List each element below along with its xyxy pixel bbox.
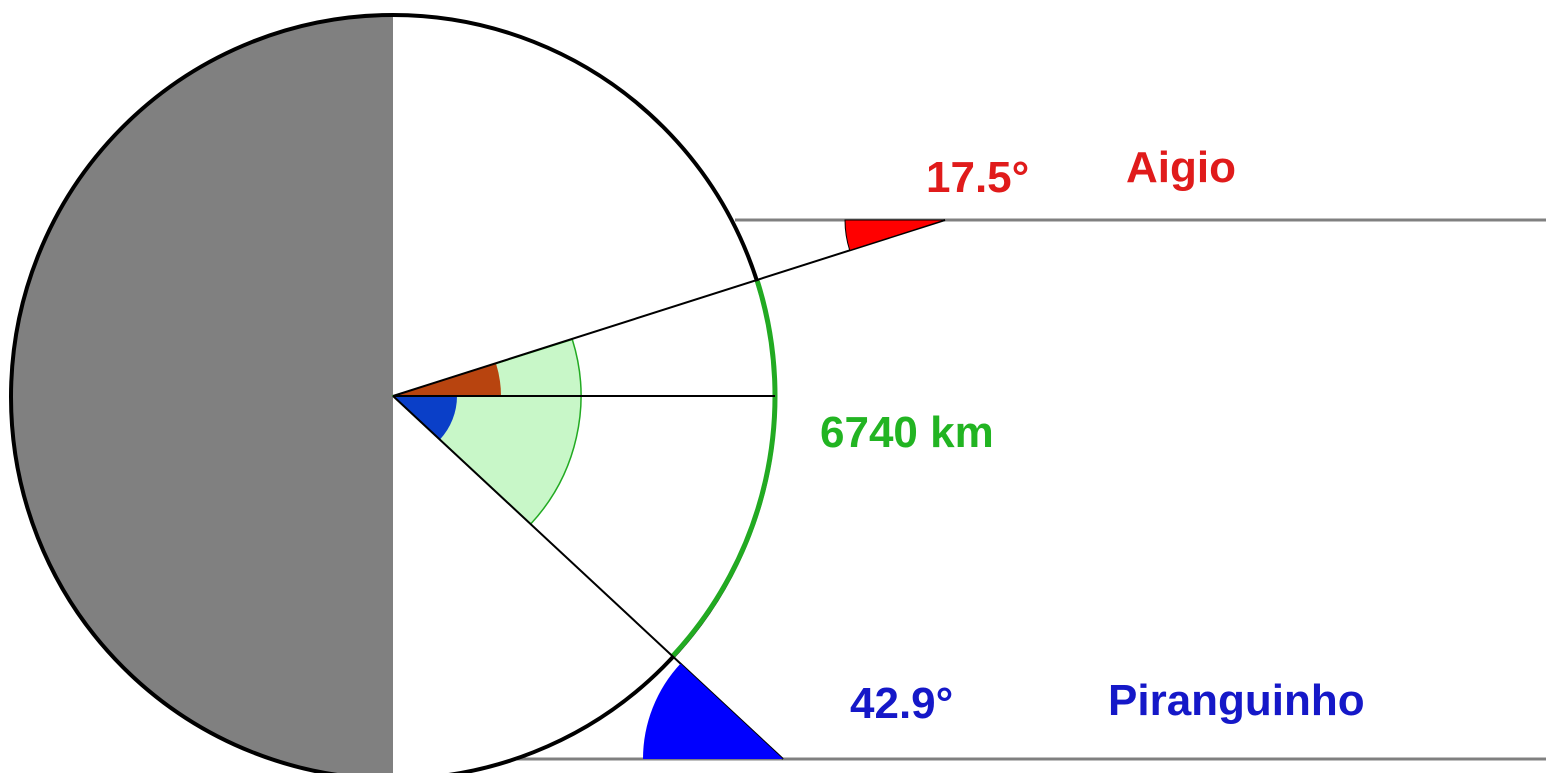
sun-angle-wedge-piranguinho <box>643 663 783 759</box>
piranguinho-angle-label: 42.9° <box>850 679 953 728</box>
radius-to-piranguinho <box>392 395 784 760</box>
distance-label: 6740 km <box>820 408 994 457</box>
aigio-angle-label: 17.5° <box>926 153 1029 202</box>
center-angle-piranguinho <box>393 396 457 440</box>
sun-angle-wedge-aigio <box>844 219 946 252</box>
distance-arc <box>670 280 778 658</box>
piranguinho-name-label: Piranguinho <box>1108 676 1365 725</box>
aigio-name-label: Aigio <box>1126 143 1236 192</box>
earth-shadow-half <box>11 15 393 773</box>
